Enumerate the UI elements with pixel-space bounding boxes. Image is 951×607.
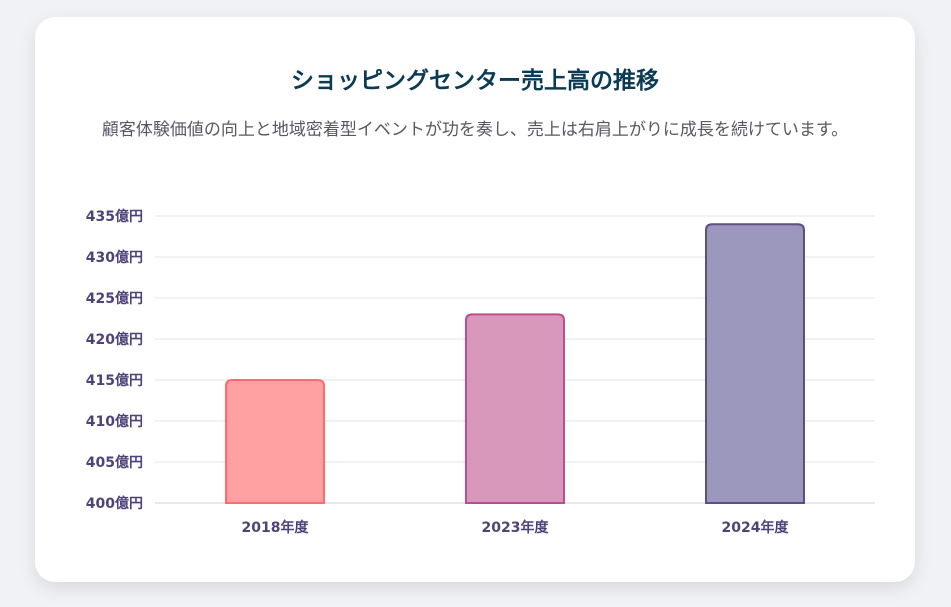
- y-tick-label: 435億円: [86, 208, 143, 225]
- bar-3: [705, 223, 805, 504]
- y-axis-labels: 400億円 405億円 410億円 415億円 420億円 425億円 430億円 435億円: [86, 208, 143, 512]
- chart-card: ショッピングセンター売上高の推移 顧客体験価値の向上と地域密着型イベントが功を奏…: [35, 17, 915, 582]
- y-tick-label: 405億円: [86, 454, 143, 471]
- x-axis-labels: 2018年度 2023年度 2024年度: [242, 519, 790, 536]
- bar-chart: 400億円 405億円 410億円 415億円 420億円 425億円 430億円 435億円…: [86, 208, 875, 536]
- y-tick-label: 415億円: [86, 372, 143, 389]
- bar-1: [225, 379, 325, 504]
- y-tick-label: 410億円: [86, 413, 143, 430]
- y-tick-label: 420億円: [86, 331, 143, 348]
- chart-subtitle: 顧客体験価値の向上と地域密着型イベントが功を奏し、売上は右肩上がりに成長を続けて…: [101, 120, 849, 140]
- x-tick-label: 2024年度: [722, 519, 790, 536]
- chart-title: ショッピングセンター売上高の推移: [291, 68, 659, 94]
- bar-2: [465, 313, 565, 504]
- y-tick-label: 430億円: [86, 249, 143, 266]
- bars: [225, 223, 805, 504]
- x-tick-label: 2023年度: [482, 519, 550, 536]
- y-tick-label: 400億円: [86, 495, 143, 512]
- x-tick-label: 2018年度: [242, 519, 310, 536]
- y-tick-label: 425億円: [86, 290, 143, 307]
